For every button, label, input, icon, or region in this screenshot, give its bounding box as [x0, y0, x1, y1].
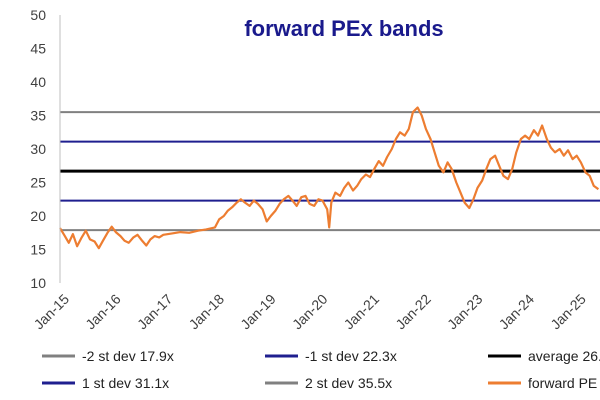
std-dev-bands: [60, 111, 600, 232]
y-tick-label: 50: [30, 7, 46, 23]
legend-label: 1 st dev 31.1x: [82, 375, 169, 391]
chart-title: forward PEx bands: [244, 16, 443, 41]
y-tick-label: 10: [30, 275, 46, 291]
x-tick-label: Jan-18: [186, 291, 228, 333]
y-tick-label: 30: [30, 141, 46, 157]
y-tick-label: 15: [30, 242, 46, 258]
y-tick-label: 25: [30, 175, 46, 191]
y-tick-labels: 10 15 20 25 30 35 40 45 50: [30, 7, 46, 291]
x-tick-label: Jan-20: [289, 291, 331, 333]
y-tick-label: 40: [30, 74, 46, 90]
forward-pe-series: [59, 106, 600, 250]
legend-label: forward PE: [528, 375, 597, 391]
legend: -2 st dev 17.9x -1 st dev 22.3x average 26…: [42, 348, 600, 391]
y-tick-label: 35: [30, 108, 46, 124]
x-tick-labels: Jan-15 Jan-16 Jan-17 Jan-18 Jan-19 Jan-20 Jan-…: [31, 291, 589, 333]
x-tick-label: Jan-17: [134, 291, 176, 333]
legend-label: average 26.7x: [528, 348, 600, 364]
forward-pe-line: [59, 106, 600, 250]
x-tick-label: Jan-15: [31, 291, 73, 333]
legend-label: 2 st dev 35.5x: [305, 375, 392, 391]
x-tick-label: Jan-21: [341, 291, 383, 333]
y-tick-label: 45: [30, 41, 46, 57]
x-tick-label: Jan-22: [392, 291, 434, 333]
legend-label: -1 st dev 22.3x: [305, 348, 397, 364]
x-tick-label: Jan-19: [237, 291, 279, 333]
x-tick-label: Jan-25: [547, 291, 589, 333]
legend-label: -2 st dev 17.9x: [82, 348, 174, 364]
x-tick-label: Jan-24: [496, 291, 538, 333]
y-tick-label: 20: [30, 208, 46, 224]
x-tick-label: Jan-23: [444, 291, 486, 333]
x-tick-label: Jan-16: [82, 291, 124, 333]
